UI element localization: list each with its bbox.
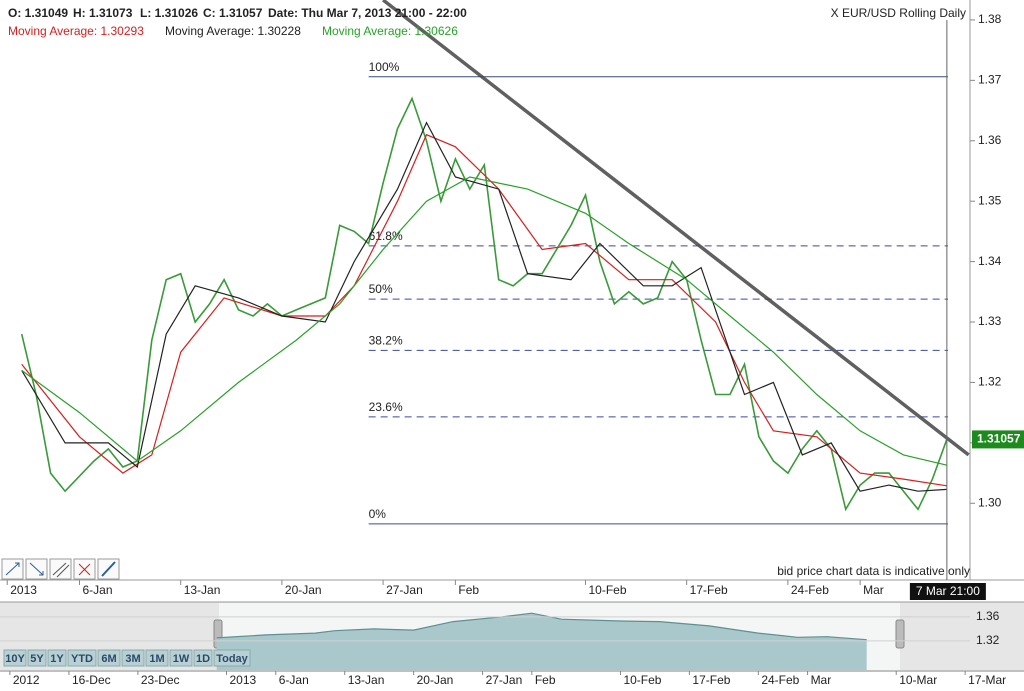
range-button-bg[interactable] — [47, 649, 67, 667]
y-tick-label: 1.35 — [978, 193, 1002, 207]
x-tick-label: 27-Jan — [386, 583, 423, 597]
range-button[interactable]: 3M — [125, 653, 140, 665]
range-button-bg[interactable] — [3, 649, 27, 667]
y-tick-label: 1.33 — [978, 314, 1002, 328]
range-button[interactable]: 1D — [196, 653, 210, 665]
range-button-bg[interactable] — [169, 649, 193, 667]
y-tick-label: 1.32 — [978, 375, 1002, 389]
ohlc-label: H: 1.31073 — [73, 6, 133, 20]
moving-average — [21, 121, 947, 492]
legend-entry: Moving Average: 1.30228 — [165, 24, 301, 38]
nav-x-tick-label: 13-Jan — [348, 673, 385, 687]
range-button[interactable]: 10Y — [5, 653, 25, 665]
range-button-bg[interactable] — [193, 649, 213, 667]
nav-x-tick-label: 10-Mar — [899, 673, 937, 687]
ohlc-label: L: 1.31026 — [140, 6, 198, 20]
trendline — [382, 0, 970, 457]
nav-x-tick-label: 17-Mar — [968, 673, 1006, 687]
nav-x-tick-label: 17-Feb — [692, 673, 730, 687]
tool-button[interactable] — [49, 558, 72, 580]
range-button[interactable]: 6M — [101, 653, 116, 665]
navigator-handle[interactable] — [895, 619, 905, 649]
range-button-bg[interactable] — [145, 649, 169, 667]
x-tick-label: 10-Feb — [588, 583, 626, 597]
nav-y-tick-label: 1.32 — [976, 633, 1000, 647]
nav-x-tick-label: 23-Dec — [141, 673, 180, 687]
legend-entry: Moving Average: 1.30293 — [8, 24, 144, 38]
tool-icon — [101, 561, 116, 577]
nav-x-tick-label: 24-Feb — [761, 673, 799, 687]
toolbar — [1, 558, 120, 580]
moving-average — [21, 176, 948, 466]
fib-label: 50% — [369, 282, 393, 296]
y-tick-label: 1.36 — [978, 133, 1002, 147]
range-button-bg[interactable] — [67, 649, 97, 667]
range-button[interactable]: 1M — [149, 653, 164, 665]
tool-icon — [78, 563, 91, 576]
nav-x-tick-label: 2013 — [230, 673, 257, 687]
note: bid price chart data is indicative only — [777, 564, 970, 578]
x-tick-label: Mar — [863, 583, 884, 597]
x-tick-label: 2013 — [10, 583, 37, 597]
tool-icon — [52, 562, 70, 578]
tool-icon — [5, 562, 20, 576]
nav-x-tick-label: 2012 — [13, 673, 40, 687]
last-price-box — [972, 430, 1024, 449]
nav-x-tick-label: 16-Dec — [72, 673, 111, 687]
range-button[interactable]: 5Y — [30, 653, 44, 665]
x-tick-label: 13-Jan — [184, 583, 221, 597]
range-button[interactable]: Today — [216, 653, 248, 665]
nav-x-tick-label: 27-Jan — [486, 673, 523, 687]
tool-icon — [29, 562, 44, 576]
fib-label: 0% — [369, 507, 387, 521]
y-tick-label: 1.30 — [978, 495, 1002, 509]
range-button-bg[interactable] — [97, 649, 121, 667]
moving-average — [21, 133, 947, 487]
crosshair-label-bg — [909, 583, 986, 600]
last-price: 1.31057 — [977, 432, 1021, 446]
fib-label: 61.8% — [369, 229, 403, 243]
nav-x-tick-label: 10-Feb — [623, 673, 661, 687]
x-tick-label: 6-Jan — [83, 583, 113, 597]
legend-entry: Moving Average: 1.30626 — [322, 24, 458, 38]
x-tick-label: 24-Feb — [791, 583, 829, 597]
range-button-bg[interactable] — [27, 649, 47, 667]
range-button[interactable]: 1Y — [50, 653, 64, 665]
range-button[interactable]: 1W — [173, 653, 190, 665]
navigator-area-fill — [216, 613, 867, 670]
range-button-bg[interactable] — [213, 649, 251, 667]
ohlc-label: O: 1.31049 — [8, 6, 68, 20]
fib-label: 38.2% — [369, 334, 403, 348]
ohlc-label: Date: Thu Mar 7, 2013 21:00 - 22:00 — [268, 6, 467, 20]
nav-y-tick-label: 1.36 — [976, 609, 1000, 623]
ohlc-label: C: 1.31057 — [203, 6, 263, 20]
nav-x-tick-label: Feb — [535, 673, 556, 687]
y-tick-label: 1.38 — [978, 12, 1002, 26]
crosshair-label: 7 Mar 21:00 — [916, 584, 980, 598]
y-tick-label: 1.37 — [978, 73, 1002, 87]
x-tick-label: 20-Jan — [285, 583, 322, 597]
range-button[interactable]: YTD — [71, 653, 93, 665]
navigator-line — [216, 612, 867, 641]
price-line — [20, 96, 948, 512]
chart-title: X EUR/USD Rolling Daily — [831, 6, 966, 20]
x-tick-label: 17-Feb — [690, 583, 728, 597]
nav-x-tick-label: 6-Jan — [279, 673, 309, 687]
fib-label: 23.6% — [369, 400, 403, 414]
nav-x-tick-label: Mar — [811, 673, 832, 687]
fib-label: 100% — [369, 60, 400, 74]
y-tick-label: 1.34 — [978, 254, 1002, 268]
range-button-bg[interactable] — [121, 649, 145, 667]
x-tick-label: Feb — [458, 583, 479, 597]
nav-x-tick-label: 20-Jan — [417, 673, 454, 687]
